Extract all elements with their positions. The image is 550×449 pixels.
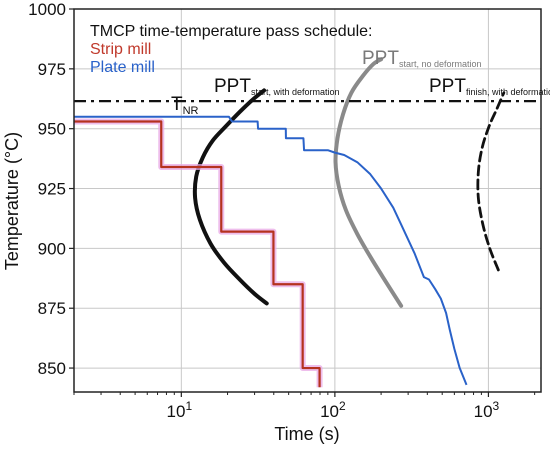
x-axis-label: Time (s) bbox=[274, 424, 339, 444]
annotation-ppt-start-deformation-sub: start, with deformation bbox=[251, 87, 340, 97]
annotation-ppt-start-no-deformation-main: PPT bbox=[362, 48, 399, 69]
curve-ppt-start-def bbox=[192, 88, 269, 306]
y-tick-labels: 850 875 900 925 950 975 1000 bbox=[28, 0, 66, 378]
plot-marks bbox=[74, 57, 541, 388]
curve-ppt-finish-def bbox=[476, 91, 506, 272]
y-axis-label: Temperature (°C) bbox=[2, 132, 22, 270]
annotation-tnr-sub: NR bbox=[183, 105, 199, 117]
y-tick-label: 1000 bbox=[28, 0, 66, 19]
series-plate-mill-line bbox=[74, 115, 468, 386]
x-tick-label: 103 bbox=[474, 399, 500, 421]
legend-title: TMCP time-temperature pass schedule: bbox=[90, 23, 372, 40]
annotation-ppt-start-no-deformation: PPTstart, no deformation bbox=[362, 48, 482, 69]
y-tick-label: 850 bbox=[38, 359, 66, 378]
y-tick-label: 975 bbox=[38, 60, 66, 79]
annotation-ppt-finish-deformation-main: PPT bbox=[429, 76, 466, 97]
y-tick-label: 950 bbox=[38, 120, 66, 139]
x-tick-label: 102 bbox=[320, 399, 346, 421]
series-strip-mill-glow bbox=[74, 118, 323, 388]
annotation-ppt-start-deformation: PPTstart, with deformation bbox=[214, 76, 340, 97]
annotation-tnr-main: T bbox=[171, 94, 183, 115]
y-tick-label: 925 bbox=[38, 180, 66, 199]
legend: TMCP time-temperature pass schedule: Str… bbox=[90, 23, 372, 76]
x-tick-label: 101 bbox=[167, 399, 193, 421]
annotation-ppt-start-no-deformation-sub: start, no deformation bbox=[399, 59, 482, 69]
legend-item-plate-mill: Plate mill bbox=[90, 59, 155, 76]
plot-frame bbox=[73, 8, 542, 393]
annotation-ppt-finish-deformation: PPTfinish, with deformation bbox=[429, 76, 550, 97]
annotation-ppt-finish-deformation-sub: finish, with deformation bbox=[466, 87, 550, 97]
legend-item-strip-mill: Strip mill bbox=[90, 41, 151, 58]
x-tick-labels: 101 102 103 bbox=[167, 399, 500, 421]
annotation-ppt-start-deformation-main: PPT bbox=[214, 76, 251, 97]
series-strip-mill-line bbox=[74, 120, 321, 388]
y-tick-label: 900 bbox=[38, 239, 66, 258]
curve-ppt-start-nodef bbox=[333, 57, 404, 308]
annotation-tnr: TNR bbox=[171, 94, 199, 117]
y-tick-label: 875 bbox=[38, 299, 66, 318]
